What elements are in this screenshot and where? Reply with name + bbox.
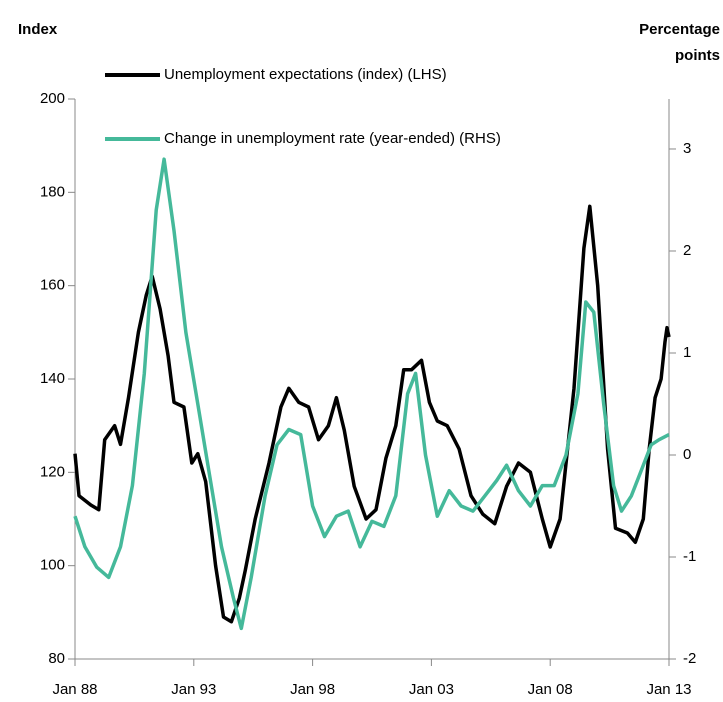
x-tick-label: Jan 13 [646, 681, 691, 698]
x-tick-label: Jan 93 [171, 681, 216, 698]
legend-label: Change in unemployment rate (year-ended)… [164, 130, 501, 147]
y2-axis-label: points [675, 47, 720, 64]
y2-tick-label: 1 [683, 344, 691, 361]
y-tick-label: 180 [40, 183, 65, 200]
x-tick-label: Jan 88 [52, 681, 97, 698]
x-tick-label: Jan 03 [409, 681, 454, 698]
y2-tick-label: 2 [683, 242, 691, 259]
y-tick-label: 100 [40, 557, 65, 574]
y2-tick-label: 3 [683, 140, 691, 157]
x-tick-label: Jan 08 [528, 681, 573, 698]
series-line [73, 157, 670, 631]
y2-tick-label: 0 [683, 446, 691, 463]
y-tick-label: 200 [40, 90, 65, 107]
y2-tick-label: -2 [683, 650, 696, 667]
series-line [73, 204, 671, 624]
y-axis-label: Index [18, 21, 58, 38]
y-tick-label: 80 [48, 650, 65, 667]
x-tick-label: Jan 98 [290, 681, 335, 698]
y-tick-label: 160 [40, 277, 65, 294]
y-tick-label: 120 [40, 463, 65, 480]
y-tick-label: 140 [40, 370, 65, 387]
legend-label: Unemployment expectations (index) (LHS) [164, 66, 447, 83]
y2-axis-label: Percentage [639, 21, 720, 38]
y2-tick-label: -1 [683, 548, 696, 565]
